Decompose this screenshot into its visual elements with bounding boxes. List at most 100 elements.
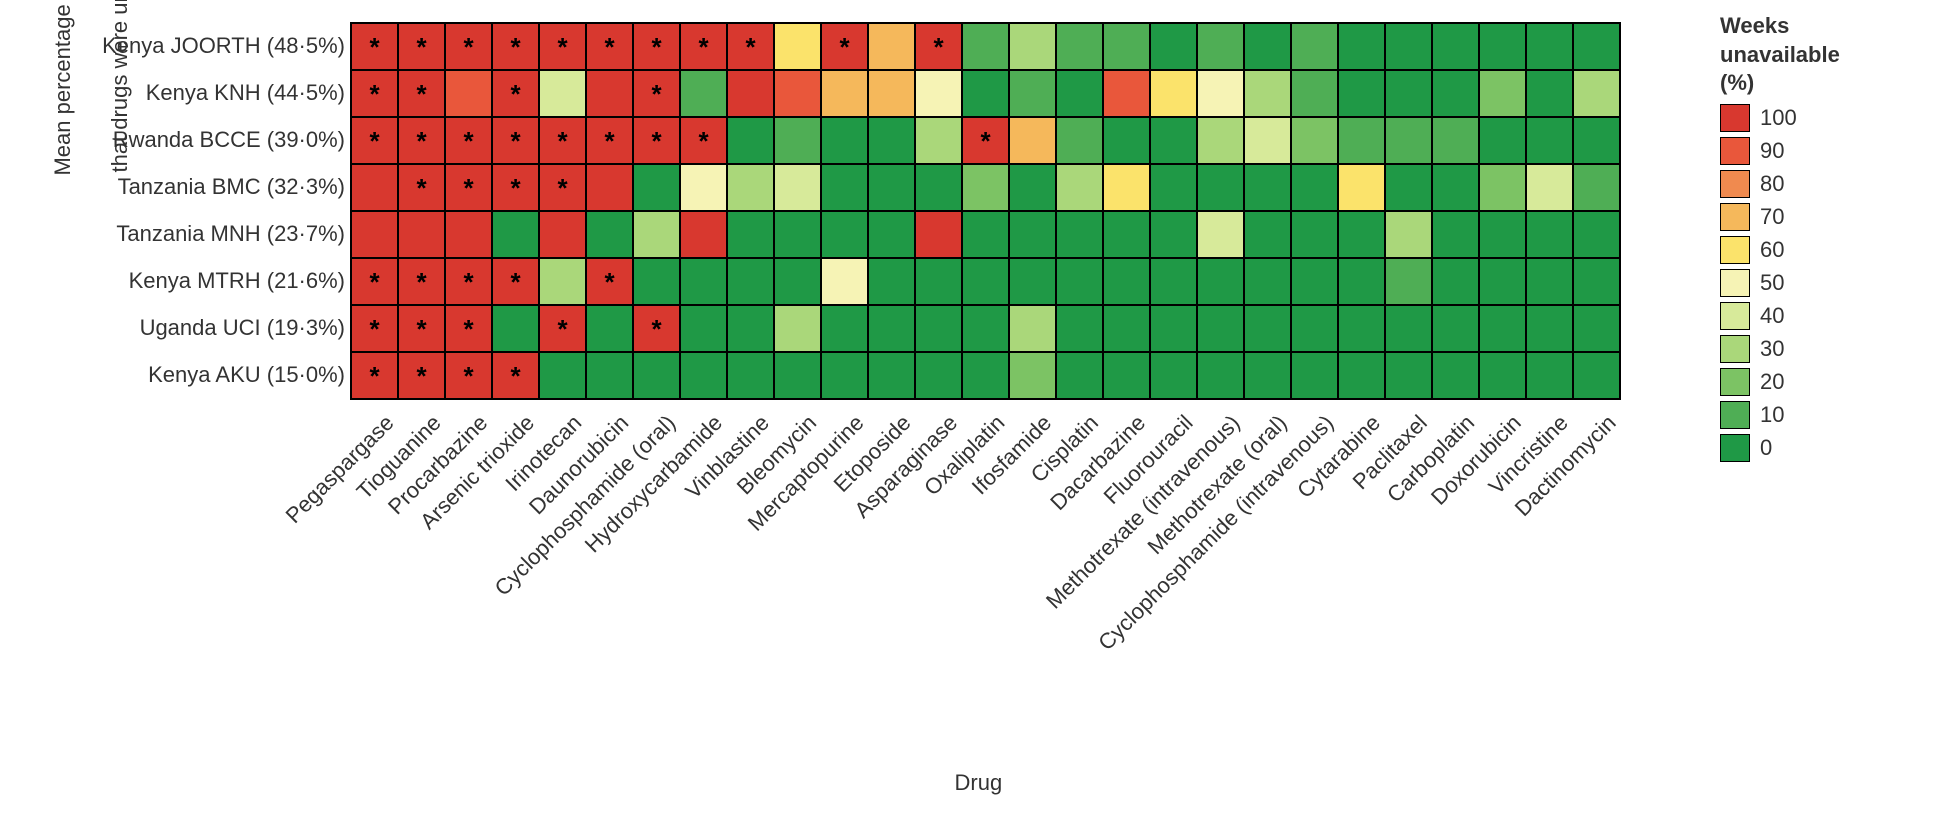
heatmap-cell [727,117,774,164]
heatmap-cell [1197,305,1244,352]
heatmap-cell [1291,211,1338,258]
heatmap-cell [868,258,915,305]
heatmap-cell [680,164,727,211]
heatmap-cell [821,258,868,305]
heatmap-cell: * [492,352,539,399]
heatmap-cell [821,117,868,164]
heatmap-cell [586,211,633,258]
heatmap-cell: * [398,23,445,70]
heatmap-cell [1432,305,1479,352]
heatmap-cell: * [492,70,539,117]
y-axis-label: Tanzania BMC (32·3%) [102,163,345,210]
heatmap-cell [1244,23,1291,70]
heatmap-cell [774,164,821,211]
heatmap-cell [1479,70,1526,117]
heatmap-cell [1291,164,1338,211]
heatmap-cell: * [821,23,868,70]
heatmap-cell [1338,211,1385,258]
heatmap-cell [1244,164,1291,211]
heatmap-cell [1056,23,1103,70]
heatmap-cell [1432,258,1479,305]
heatmap-cell [1479,305,1526,352]
heatmap-cell [1150,211,1197,258]
heatmap-cell [1197,352,1244,399]
heatmap-cell [1150,117,1197,164]
heatmap-cell [1385,258,1432,305]
legend-entry: 10 [1720,399,1840,432]
heatmap-cell [868,164,915,211]
heatmap-cell: * [680,23,727,70]
legend-entry: 90 [1720,135,1840,168]
legend-label: 50 [1760,270,1784,296]
y-axis-label: Kenya JOORTH (48·5%) [102,22,345,69]
legend-swatch [1720,401,1750,429]
heatmap-cell [1479,258,1526,305]
legend-title: Weeks unavailable (%) [1720,12,1840,98]
legend-title-line3: (%) [1720,70,1754,95]
heatmap-cell [1009,258,1056,305]
heatmap-cell: * [445,352,492,399]
heatmap-cell [868,117,915,164]
heatmap-cell [774,117,821,164]
heatmap-cell: * [586,117,633,164]
heatmap-cell: * [351,352,398,399]
heatmap-cell [492,305,539,352]
legend-label: 10 [1760,402,1784,428]
heatmap-cell [1103,164,1150,211]
heatmap-cell [727,305,774,352]
heatmap-cell [586,305,633,352]
heatmap-cell [1103,305,1150,352]
legend-entry: 60 [1720,234,1840,267]
heatmap-cell [1573,211,1620,258]
legend-swatch [1720,203,1750,231]
heatmap-cell [539,211,586,258]
heatmap-cell [1573,23,1620,70]
heatmap-cell [633,211,680,258]
heatmap-cell [727,211,774,258]
heatmap-cell [1197,117,1244,164]
heatmap-grid: ****************************************… [350,22,1621,400]
heatmap-cell [539,258,586,305]
heatmap-cell: * [492,117,539,164]
heatmap-cell [774,305,821,352]
heatmap-cell [727,352,774,399]
heatmap-cell [633,258,680,305]
heatmap-cell [1197,164,1244,211]
heatmap-cell [868,23,915,70]
legend-entry: 40 [1720,300,1840,333]
heatmap-cell: * [445,23,492,70]
heatmap-cell [1479,117,1526,164]
heatmap-cell [774,352,821,399]
heatmap-cell [1526,117,1573,164]
heatmap-cell [774,70,821,117]
heatmap-cell: * [398,352,445,399]
x-axis-title: Drug [955,770,1003,796]
heatmap-cell [1526,352,1573,399]
heatmap-cell [915,258,962,305]
heatmap-cell [727,70,774,117]
heatmap-cell [680,352,727,399]
heatmap-cell: * [586,23,633,70]
heatmap-cell: * [539,117,586,164]
heatmap-cell: * [915,23,962,70]
heatmap-cell [1056,305,1103,352]
heatmap-cell: * [398,117,445,164]
heatmap-cell [445,70,492,117]
heatmap-cell [1526,305,1573,352]
legend-entry: 100 [1720,102,1840,135]
heatmap-cell [1291,117,1338,164]
heatmap-cell [1385,70,1432,117]
legend-entry: 80 [1720,168,1840,201]
heatmap-cell [821,352,868,399]
heatmap-cell [1573,305,1620,352]
heatmap-cell [962,23,1009,70]
heatmap-cell [445,211,492,258]
heatmap-cell: * [586,258,633,305]
heatmap-cell [1385,305,1432,352]
heatmap-cell [586,70,633,117]
heatmap-cell [821,70,868,117]
heatmap-cell: * [539,305,586,352]
heatmap-cell [1573,352,1620,399]
legend-label: 0 [1760,435,1772,461]
heatmap-cell [1150,23,1197,70]
